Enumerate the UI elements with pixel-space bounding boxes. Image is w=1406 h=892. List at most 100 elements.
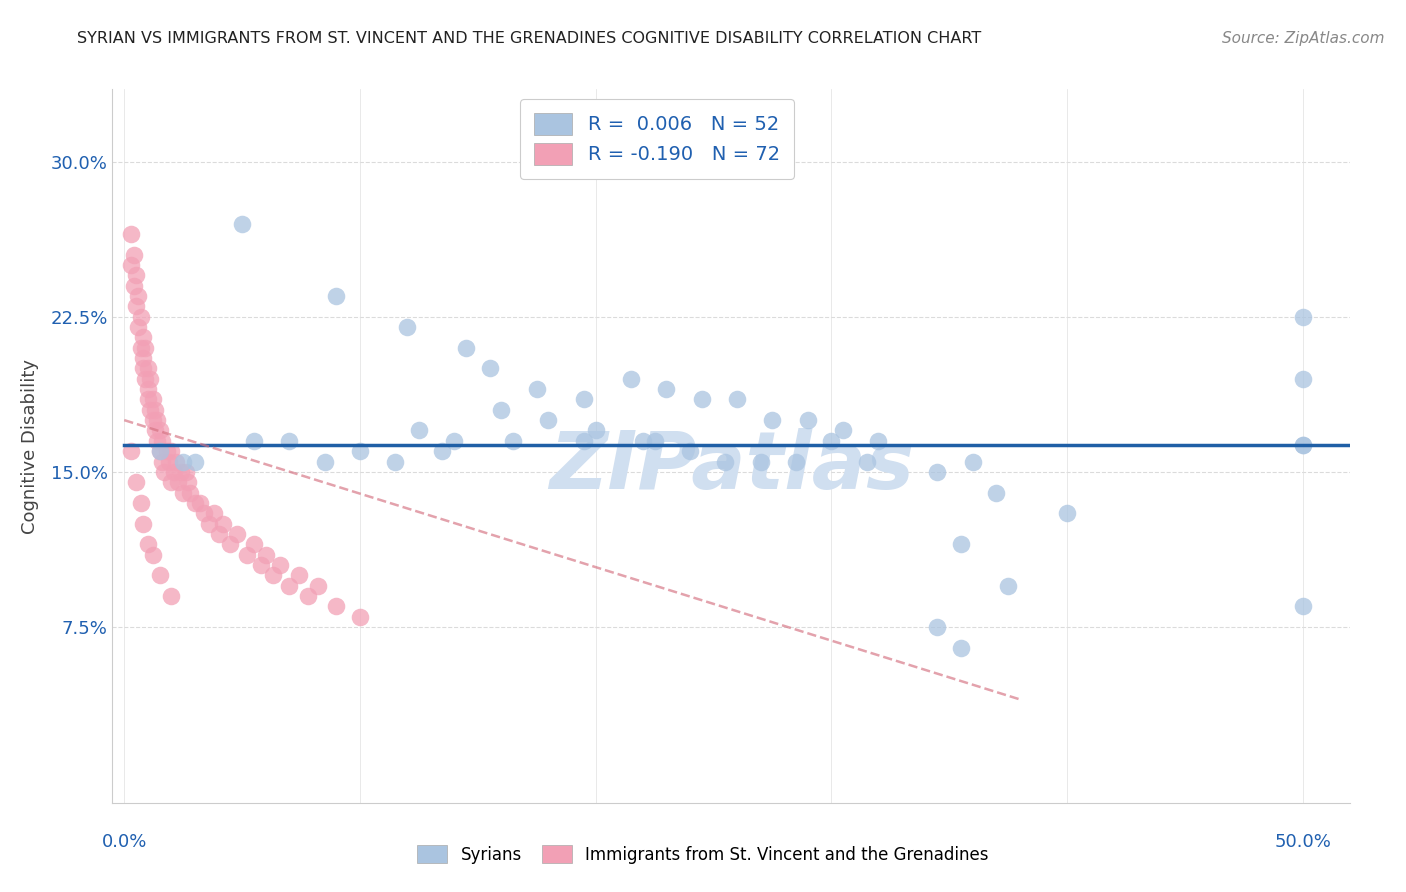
Point (620, 372, 643, 386)
Point (165, 454, 187, 468)
Point (212, 516, 235, 531)
Point (136, 537, 159, 551)
Point (796, 413, 818, 427)
Point (679, 444, 702, 458)
Point (443, 434, 465, 448)
Point (153, 465, 176, 479)
Point (325, 599, 347, 614)
Point (184, 454, 207, 468)
Point (150, 434, 173, 448)
Point (1291, 310, 1313, 324)
Point (172, 485, 194, 500)
Point (631, 434, 654, 448)
Text: SYRIAN VS IMMIGRANTS FROM ST. VINCENT AND THE GRENADINES COGNITIVE DISABILITY CO: SYRIAN VS IMMIGRANTS FROM ST. VINCENT AN… (77, 31, 981, 46)
Y-axis label: Cognitive Disability: Cognitive Disability (21, 359, 39, 533)
Point (149, 568, 172, 582)
Point (986, 485, 1008, 500)
Point (120, 258, 142, 272)
Point (167, 475, 190, 490)
Point (478, 361, 501, 376)
Point (129, 341, 152, 355)
Point (132, 351, 155, 365)
Point (384, 454, 406, 468)
Point (141, 392, 163, 407)
Point (432, 444, 454, 458)
Point (125, 268, 148, 283)
Point (454, 341, 477, 355)
Point (129, 310, 152, 324)
Point (198, 516, 221, 531)
Point (254, 548, 277, 562)
Point (134, 372, 156, 386)
Point (132, 361, 155, 376)
Point (141, 413, 163, 427)
Point (139, 372, 162, 386)
Point (714, 454, 737, 468)
Point (179, 485, 201, 500)
Point (170, 465, 193, 479)
Point (134, 341, 156, 355)
Point (146, 434, 169, 448)
Point (585, 424, 607, 438)
Point (287, 568, 309, 582)
Point (491, 402, 513, 417)
Point (160, 444, 183, 458)
Point (502, 434, 524, 448)
Point (1291, 438, 1313, 452)
Point (314, 454, 336, 468)
Point (725, 392, 748, 407)
Point (129, 496, 152, 510)
Point (160, 589, 183, 603)
Point (207, 527, 229, 541)
Point (307, 579, 329, 593)
Legend: R =  0.006   N = 52, R = -0.190   N = 72: R = 0.006 N = 52, R = -0.190 N = 72 (520, 99, 794, 178)
Point (136, 361, 159, 376)
Text: Source: ZipAtlas.com: Source: ZipAtlas.com (1222, 31, 1385, 46)
Point (139, 402, 162, 417)
Point (644, 434, 666, 448)
Point (136, 392, 159, 407)
Point (785, 454, 807, 468)
Point (122, 278, 145, 293)
Point (132, 516, 155, 531)
Point (278, 434, 301, 448)
Point (1291, 438, 1313, 452)
Point (149, 444, 172, 458)
Point (927, 465, 949, 479)
Point (572, 392, 595, 407)
Point (1056, 506, 1078, 520)
Point (120, 227, 142, 241)
Point (297, 589, 319, 603)
Point (202, 506, 225, 520)
Point (820, 434, 842, 448)
Point (349, 444, 371, 458)
Point (120, 444, 142, 458)
Point (127, 289, 149, 303)
Point (156, 444, 179, 458)
Text: 0.0%: 0.0% (101, 833, 148, 851)
Point (250, 558, 273, 572)
Point (150, 454, 173, 468)
Point (149, 444, 172, 458)
Point (163, 465, 186, 479)
Point (125, 475, 148, 490)
Point (572, 434, 595, 448)
Point (408, 424, 430, 438)
Point (1291, 599, 1313, 614)
Text: 50.0%: 50.0% (1274, 833, 1331, 851)
Point (177, 475, 200, 490)
Point (537, 413, 560, 427)
Point (184, 496, 207, 510)
Point (143, 424, 166, 438)
Point (278, 579, 301, 593)
Text: ZIPatlas: ZIPatlas (548, 428, 914, 507)
Point (136, 382, 159, 396)
Point (949, 537, 972, 551)
Point (236, 548, 259, 562)
Point (949, 640, 972, 655)
Point (997, 579, 1019, 593)
Point (243, 434, 266, 448)
Point (146, 413, 169, 427)
Point (761, 413, 783, 427)
Point (832, 424, 855, 438)
